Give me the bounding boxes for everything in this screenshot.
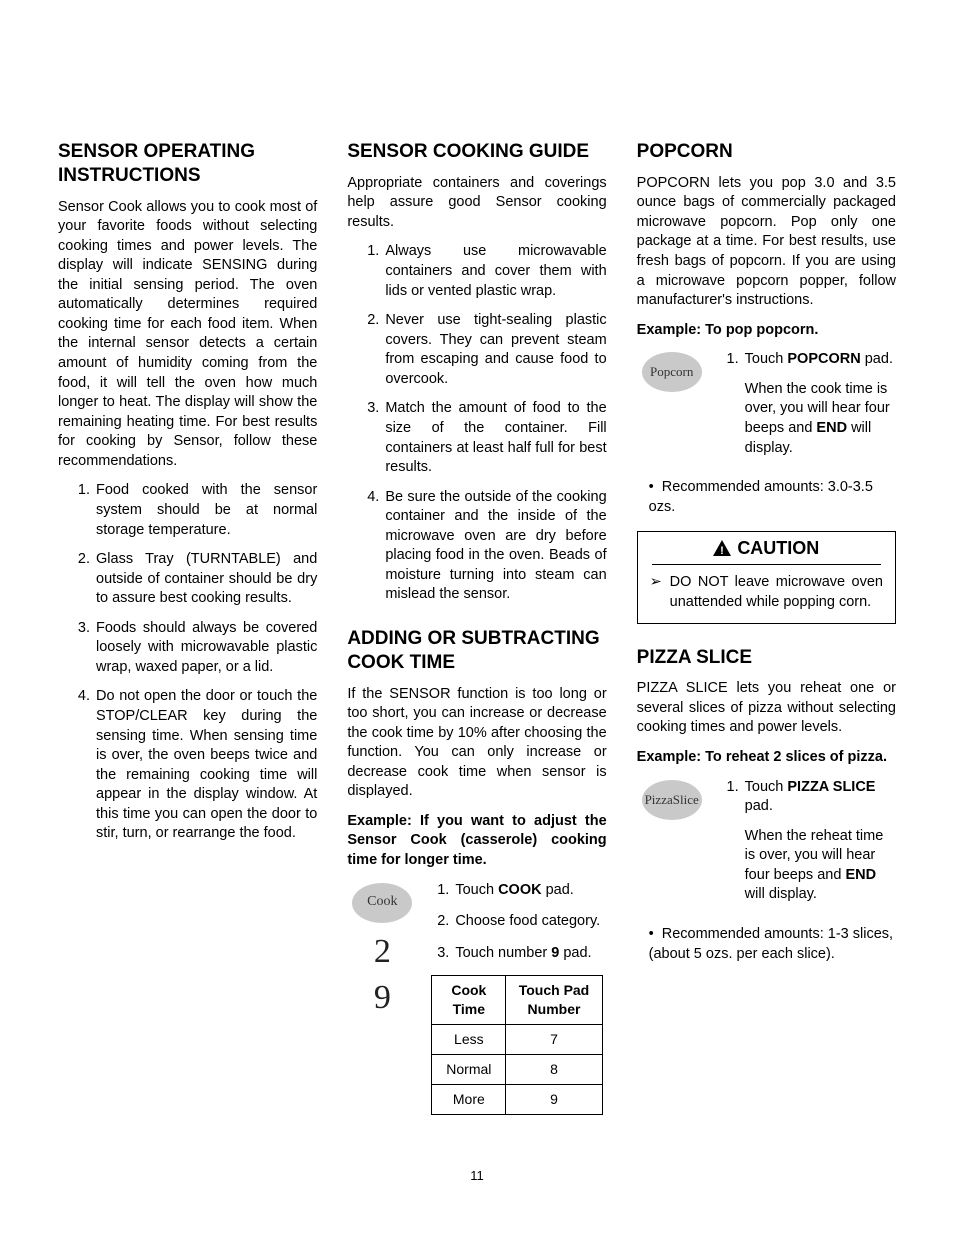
pizza-button-icon: Pizza Slice — [642, 780, 702, 820]
table-header: Cook Time — [432, 976, 506, 1025]
table-cell: More — [432, 1084, 506, 1114]
page-columns: Sensor Operating Instructions Sensor Coo… — [58, 140, 896, 1137]
steps-column: Touch POPCORN pad. When the cook time is… — [721, 350, 896, 470]
list-item: Never use tight-sealing plastic covers. … — [383, 311, 606, 389]
steps-column: Touch COOK pad. Choose food category. To… — [431, 881, 606, 1115]
caution-text: DO NOT leave microwave oven unattended w… — [670, 573, 883, 612]
para-sensor-intro: Sensor Cook allows you to cook most of y… — [58, 198, 317, 472]
pizza-bullets: Recommended amounts: 1-3 slices, (about … — [637, 925, 896, 964]
step-item: Touch PIZZA SLICE pad. When the reheat t… — [743, 778, 896, 905]
table-cell: Normal — [432, 1054, 506, 1084]
example-popcorn-row: Popcorn Touch POPCORN pad. When the cook… — [637, 350, 896, 470]
table-cell: 7 — [506, 1025, 602, 1055]
list-item: Food cooked with the sensor system shoul… — [94, 481, 317, 540]
steps-column: Touch PIZZA SLICE pad. When the reheat t… — [721, 778, 896, 917]
caution-body: ➢ DO NOT leave microwave oven unattended… — [638, 565, 895, 622]
caution-header: ! CAUTION — [652, 532, 881, 565]
arrow-icon: ➢ — [650, 573, 664, 612]
step-bold: COOK — [498, 882, 542, 898]
example-label-cook: Example: If you want to adjust the Senso… — [347, 812, 606, 871]
step-bold: PIZZA SLICE — [787, 779, 875, 795]
step-item: Touch POPCORN pad. When the cook time is… — [743, 350, 896, 458]
table-header: Touch Pad Number — [506, 976, 602, 1025]
column-1: Sensor Operating Instructions Sensor Coo… — [58, 140, 317, 1137]
step-text: Touch — [745, 779, 788, 795]
example-label-pizza: Example: To reheat 2 slices of pizza. — [637, 748, 896, 768]
oval-line1: Pizza — [645, 793, 673, 807]
step-text: Touch — [455, 882, 498, 898]
heading-adding-time: Adding or Subtracting Cook Time — [347, 627, 606, 675]
para-popcorn: POPCORN lets you pop 3.0 and 3.5 ounce b… — [637, 174, 896, 311]
heading-sensor-operating: Sensor Operating Instructions — [58, 140, 317, 188]
warning-icon: ! — [713, 540, 731, 556]
para-adding-time: If the SENSOR function is too long or to… — [347, 685, 606, 802]
list-item: Be sure the outside of the cooking conta… — [383, 488, 606, 605]
digit-9-icon: 9 — [374, 981, 391, 1015]
after-bold: END — [845, 867, 876, 883]
list-guide: Always use microwavable containers and c… — [347, 242, 606, 605]
after-text: will display. — [745, 886, 817, 902]
svg-text:!: ! — [720, 545, 724, 556]
caution-box: ! CAUTION ➢ DO NOT leave microwave oven u… — [637, 531, 896, 623]
step-after: When the reheat time is over, you will h… — [745, 827, 896, 905]
example-label-popcorn: Example: To pop popcorn. — [637, 321, 896, 341]
example-cook-row: Cook 2 9 Touch COOK pad. Choose food cat… — [347, 881, 606, 1115]
caution-label: CAUTION — [737, 538, 819, 558]
column-2: Sensor Cooking Guide Appropriate contain… — [347, 140, 606, 1137]
bullet-item: Recommended amounts: 1-3 slices, (about … — [649, 925, 896, 964]
cook-time-table: Cook Time Touch Pad Number Less 7 Normal… — [431, 975, 602, 1114]
icon-column: Cook 2 9 — [347, 881, 417, 1115]
step-item: Choose food category. — [453, 912, 606, 932]
para-pizza: PIZZA SLICE lets you reheat one or sever… — [637, 679, 896, 738]
para-guide-intro: Appropriate containers and coverings hel… — [347, 174, 606, 233]
digit-2-icon: 2 — [374, 935, 391, 969]
page-number: 11 — [58, 1167, 896, 1185]
popcorn-button-icon: Popcorn — [642, 352, 702, 392]
cook-button-icon: Cook — [352, 883, 412, 923]
heading-sensor-guide: Sensor Cooking Guide — [347, 140, 606, 164]
bullet-item: Recommended amounts: 3.0-3.5 ozs. — [649, 478, 896, 517]
step-bold: POPCORN — [787, 351, 860, 367]
column-3: Popcorn POPCORN lets you pop 3.0 and 3.5… — [637, 140, 896, 1137]
list-item: Foods should always be covered loosely w… — [94, 619, 317, 678]
icon-column: Popcorn — [637, 350, 707, 470]
step-text: pad. — [542, 882, 574, 898]
heading-popcorn: Popcorn — [637, 140, 896, 164]
example-pizza-row: Pizza Slice Touch PIZZA SLICE pad. When … — [637, 778, 896, 917]
step-item: Touch COOK pad. — [453, 881, 606, 901]
step-text: pad. — [861, 351, 893, 367]
table-cell: 8 — [506, 1054, 602, 1084]
step-text: pad. — [559, 945, 591, 961]
table-cell: 9 — [506, 1084, 602, 1114]
oval-line2: Slice — [673, 793, 699, 807]
step-text: pad. — [745, 798, 773, 814]
step-text: Touch number — [455, 945, 551, 961]
list-item: Match the amount of food to the size of … — [383, 399, 606, 477]
after-bold: END — [816, 420, 847, 436]
list-item: Do not open the door or touch the STOP/C… — [94, 687, 317, 844]
list-sensor-recs: Food cooked with the sensor system shoul… — [58, 481, 317, 844]
list-item: Glass Tray (TURNTABLE) and outside of co… — [94, 550, 317, 609]
step-text: Touch — [745, 351, 788, 367]
list-item: Always use microwavable containers and c… — [383, 242, 606, 301]
popcorn-bullets: Recommended amounts: 3.0-3.5 ozs. — [637, 478, 896, 517]
heading-pizza: Pizza Slice — [637, 646, 896, 670]
step-item: Touch number 9 pad. — [453, 944, 606, 964]
table-cell: Less — [432, 1025, 506, 1055]
step-after: When the cook time is over, you will hea… — [745, 380, 896, 458]
icon-column: Pizza Slice — [637, 778, 707, 917]
